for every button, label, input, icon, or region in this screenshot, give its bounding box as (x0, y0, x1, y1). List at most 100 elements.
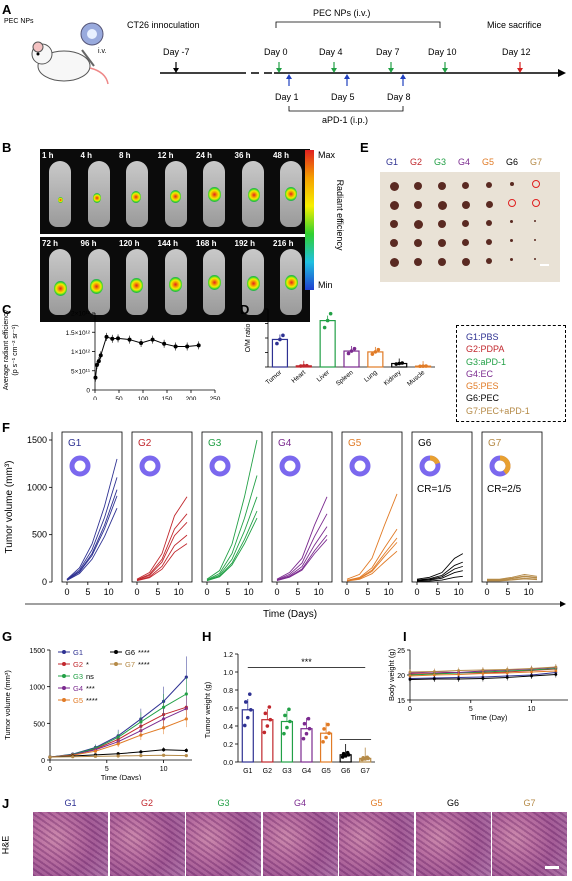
y-tick-label: 1500 (29, 648, 45, 655)
data-point (304, 363, 309, 368)
data-point (139, 733, 143, 737)
data-point (505, 676, 509, 679)
data-point (248, 708, 253, 712)
legend-item: G1:PBS (466, 332, 499, 342)
tumor-curve (66, 458, 118, 580)
data-point (361, 756, 366, 760)
ivis-image: 120 h (117, 237, 156, 322)
tumor-curve (136, 496, 188, 580)
data-point (365, 755, 370, 760)
fluorescence-spot (129, 277, 143, 294)
tumor-curve (206, 475, 258, 581)
legend-significance: *** (86, 684, 95, 693)
data-point (432, 677, 436, 681)
data-point (505, 668, 509, 671)
chart-radiant-efficiency: 0 5×10¹¹ 1×10¹² 1.5×10¹² 2×10¹² 0 50 100 150 200 2… (3, 309, 221, 400)
data-point (263, 711, 268, 716)
tumor-curve (416, 570, 463, 582)
data-point (394, 362, 399, 366)
timeline (160, 21, 566, 112)
data-point (481, 677, 485, 680)
tumor-curve (136, 534, 188, 581)
data-point (326, 722, 330, 727)
subplot-frame (481, 431, 543, 583)
ivis-time-label: 168 h (196, 239, 217, 248)
data-point (505, 671, 509, 675)
x-tick-label: 5 (365, 587, 370, 597)
tumor-curve (66, 507, 118, 581)
fluorescence-spot (131, 191, 141, 203)
mouse-silhouette (49, 161, 71, 227)
y-tick-label: 1000 (29, 685, 45, 692)
pec-iv-label: PEC NPs (i.v.) (313, 8, 371, 18)
y-tick-label: 0.8 (223, 688, 233, 695)
he-stain-label: H&E (0, 835, 11, 855)
panel-label-d: D (240, 302, 250, 317)
fluorescence-spot (247, 275, 260, 292)
data-point (554, 665, 558, 669)
category-label: G1 (243, 768, 252, 775)
tumor (438, 201, 447, 210)
subplot-frame (411, 431, 473, 583)
tumor (534, 239, 536, 241)
x-tick-label: 0 (344, 587, 349, 597)
fluorescence-spot (285, 187, 297, 202)
legend-label: G2 (73, 660, 83, 669)
legend-marker (114, 662, 118, 666)
ivis-image: 72 h (40, 237, 79, 322)
he-image (33, 812, 108, 876)
data-point (139, 750, 143, 754)
legend-label: G6 (125, 648, 135, 657)
x-axis-title: Time (Days) (101, 773, 142, 780)
day-label: Day 0 (264, 47, 288, 57)
legend-item: G4:EC (466, 368, 494, 379)
tumor-curve (276, 513, 328, 581)
group-legend: G1:PBS G2:PDPA G3:aPD-1 G4:EC G5:PES G6:PEC G7… (456, 325, 566, 422)
legend-item: G7:PEC+aPD-1 (466, 405, 530, 416)
data-point (306, 716, 311, 721)
y-tick-label: 0 (41, 758, 45, 765)
tumor-curve (416, 553, 464, 580)
ivis-image: 8 h (117, 149, 156, 234)
data-point (184, 754, 188, 758)
category-label: Tumor (265, 369, 284, 387)
ivis-image: 96 h (78, 237, 118, 322)
data-point (242, 723, 247, 728)
response-donut (139, 455, 161, 477)
y-tick-label: 25 (397, 648, 405, 655)
chart-body-weight: 15 20 25 0 5 10 Body weight (g) Time (Day) (387, 648, 568, 722)
ivis-time-label: 4 h (80, 151, 93, 160)
data-point (424, 364, 428, 368)
data-point (288, 719, 292, 724)
legend-label: G3 (73, 672, 83, 681)
data-point (325, 318, 330, 323)
data-point (301, 364, 306, 368)
data-point (245, 715, 250, 720)
y-tick-label: 2×10¹² (71, 311, 91, 318)
legend-marker (62, 674, 66, 678)
tumor (486, 258, 492, 264)
data-point (282, 731, 286, 736)
response-donut (279, 455, 301, 477)
ivis-time-label: 120 h (119, 239, 140, 248)
bar (300, 728, 313, 763)
y-axis-title: Tumor volume (mm³) (4, 461, 15, 554)
tumor-curve (416, 561, 463, 581)
color-scale-bar (305, 150, 314, 290)
fluorescence-spot (284, 274, 298, 291)
tumor (390, 239, 398, 247)
data-point (281, 333, 285, 338)
he-image (339, 812, 414, 876)
legend-label: G7 (125, 660, 135, 669)
data-point (481, 668, 485, 672)
bar (319, 732, 333, 763)
data-point (349, 349, 354, 353)
legend-marker (62, 662, 66, 666)
category-label: G6 (341, 768, 350, 775)
tumor (414, 258, 422, 266)
data-point (345, 750, 350, 755)
x-tick-label: 5 (225, 587, 230, 597)
data-point (432, 670, 436, 673)
category-label: Muscle (406, 369, 427, 388)
y-tick-label: 1×10¹² (71, 349, 91, 356)
